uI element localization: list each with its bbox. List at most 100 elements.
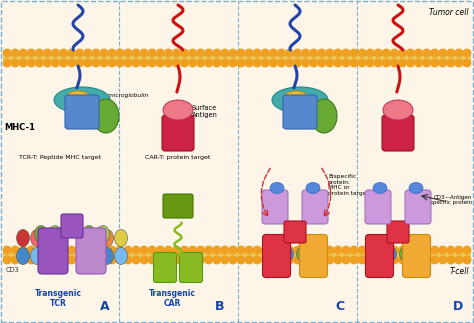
Circle shape — [52, 246, 59, 254]
Circle shape — [132, 246, 140, 254]
Circle shape — [463, 256, 471, 264]
Circle shape — [108, 49, 116, 57]
Circle shape — [334, 246, 342, 254]
Circle shape — [100, 256, 108, 264]
Circle shape — [254, 59, 261, 67]
Text: Tumor cell: Tumor cell — [429, 8, 469, 17]
Text: CAR-T: protein target: CAR-T: protein target — [146, 155, 210, 160]
Circle shape — [60, 256, 67, 264]
Circle shape — [254, 256, 261, 264]
Circle shape — [164, 49, 172, 57]
Circle shape — [36, 49, 43, 57]
Ellipse shape — [163, 100, 193, 120]
Ellipse shape — [385, 247, 396, 261]
Circle shape — [100, 246, 108, 254]
Circle shape — [455, 59, 463, 67]
Circle shape — [447, 59, 455, 67]
Circle shape — [60, 246, 67, 254]
Circle shape — [358, 49, 366, 57]
Circle shape — [350, 59, 358, 67]
Text: Surface
Antigen: Surface Antigen — [192, 106, 218, 119]
Circle shape — [116, 59, 124, 67]
Circle shape — [19, 256, 27, 264]
FancyBboxPatch shape — [300, 234, 328, 277]
Ellipse shape — [30, 247, 44, 265]
Circle shape — [318, 49, 326, 57]
Circle shape — [132, 59, 140, 67]
Circle shape — [294, 59, 301, 67]
Circle shape — [302, 59, 310, 67]
Circle shape — [189, 256, 196, 264]
Circle shape — [213, 49, 220, 57]
Circle shape — [181, 59, 188, 67]
Text: T-cell: T-cell — [449, 267, 469, 276]
Circle shape — [140, 49, 148, 57]
Circle shape — [270, 49, 277, 57]
Circle shape — [11, 246, 19, 254]
Circle shape — [124, 246, 132, 254]
Circle shape — [132, 256, 140, 264]
Ellipse shape — [297, 247, 308, 261]
Text: Bispecific
protein:
MHC or
protein target: Bispecific protein: MHC or protein targe… — [328, 174, 369, 196]
FancyBboxPatch shape — [65, 95, 99, 129]
Circle shape — [374, 49, 382, 57]
Ellipse shape — [48, 225, 62, 243]
Text: β₂ microglobulin: β₂ microglobulin — [100, 92, 148, 98]
Circle shape — [262, 59, 269, 67]
Circle shape — [197, 49, 204, 57]
Circle shape — [383, 59, 390, 67]
FancyBboxPatch shape — [180, 253, 202, 283]
Circle shape — [278, 59, 285, 67]
Circle shape — [197, 246, 204, 254]
Circle shape — [246, 256, 253, 264]
Circle shape — [246, 59, 253, 67]
Circle shape — [44, 256, 51, 264]
Ellipse shape — [409, 182, 423, 193]
Ellipse shape — [66, 91, 90, 105]
Circle shape — [310, 59, 318, 67]
Ellipse shape — [373, 182, 387, 193]
Circle shape — [27, 49, 35, 57]
Circle shape — [326, 49, 334, 57]
Ellipse shape — [383, 100, 413, 120]
Circle shape — [318, 246, 326, 254]
Text: C: C — [336, 300, 345, 313]
Circle shape — [84, 59, 91, 67]
Circle shape — [237, 256, 245, 264]
Circle shape — [76, 256, 83, 264]
Circle shape — [439, 256, 447, 264]
Circle shape — [278, 256, 285, 264]
Circle shape — [132, 49, 140, 57]
Circle shape — [19, 49, 27, 57]
Text: Transgenic
CAR: Transgenic CAR — [148, 288, 195, 308]
FancyBboxPatch shape — [402, 234, 430, 277]
Circle shape — [36, 246, 43, 254]
Circle shape — [318, 256, 326, 264]
Circle shape — [148, 59, 156, 67]
Ellipse shape — [284, 91, 308, 105]
Ellipse shape — [310, 247, 321, 261]
Text: Transgenic
TCR: Transgenic TCR — [35, 288, 82, 308]
Circle shape — [92, 49, 100, 57]
Circle shape — [350, 256, 358, 264]
Circle shape — [399, 59, 406, 67]
Circle shape — [76, 49, 83, 57]
Ellipse shape — [372, 247, 383, 261]
Circle shape — [391, 246, 398, 254]
Text: MHC-1: MHC-1 — [4, 123, 35, 132]
Circle shape — [116, 49, 124, 57]
Circle shape — [3, 256, 11, 264]
Circle shape — [173, 256, 180, 264]
Ellipse shape — [30, 230, 44, 246]
Circle shape — [205, 49, 212, 57]
Circle shape — [326, 256, 334, 264]
Circle shape — [350, 49, 358, 57]
Circle shape — [415, 246, 422, 254]
Circle shape — [310, 246, 318, 254]
Circle shape — [431, 59, 438, 67]
FancyBboxPatch shape — [154, 253, 176, 283]
Circle shape — [221, 59, 228, 67]
Circle shape — [213, 59, 220, 67]
Circle shape — [3, 49, 11, 57]
FancyBboxPatch shape — [284, 221, 306, 243]
